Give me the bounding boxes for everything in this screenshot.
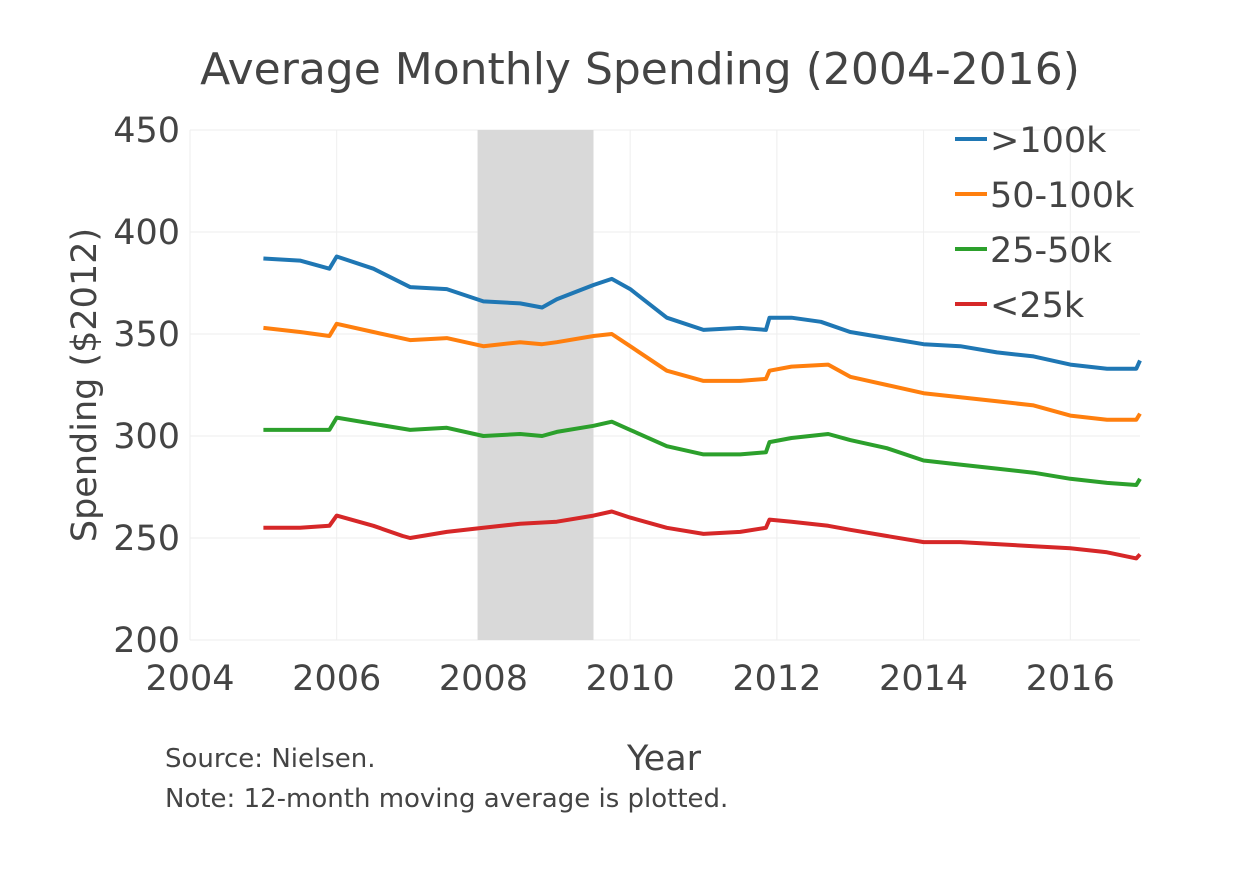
x-axis-title: Year (626, 739, 702, 779)
y-tick-label: 300 (113, 417, 180, 457)
legend-label-3: <25k (990, 286, 1085, 326)
source-note: Source: Nielsen. (165, 744, 376, 774)
y-tick-label: 350 (113, 315, 180, 355)
series-line-3 (263, 509, 1142, 561)
x-tick-label: 2014 (879, 659, 968, 699)
y-tick-label: 400 (113, 213, 180, 253)
axis-ticks: 200 250 300 350 400 450 2004 2006 2008 2010 2012 20… (113, 111, 1115, 699)
x-tick-label: 2004 (145, 659, 234, 699)
x-tick-label: 2010 (586, 659, 675, 699)
legend-label-0: >100k (990, 121, 1107, 161)
recession-shading (477, 130, 594, 640)
y-tick-label: 200 (113, 621, 180, 661)
x-tick-label: 2012 (732, 659, 821, 699)
series-line-1 (263, 321, 1142, 422)
legend-label-1: 50-100k (990, 176, 1135, 216)
x-tick-label: 2006 (292, 659, 381, 699)
series-line-0 (263, 254, 1142, 371)
y-tick-label: 450 (113, 111, 180, 151)
legend: >100k 50-100k 25-50k <25k (955, 121, 1135, 326)
legend-label-2: 25-50k (990, 231, 1113, 271)
recession-band (477, 130, 594, 640)
grid (189, 129, 1140, 641)
plot-area (263, 254, 1142, 561)
x-tick-label: 2016 (1026, 659, 1115, 699)
y-axis-title: Spending ($2012) (65, 228, 105, 542)
chart-title: Average Monthly Spending (2004-2016) (200, 44, 1080, 95)
moving-average-note: Note: 12-month moving average is plotted… (165, 784, 728, 814)
series-line-2 (263, 415, 1142, 487)
y-tick-label: 250 (113, 519, 180, 559)
x-tick-label: 2008 (439, 659, 528, 699)
